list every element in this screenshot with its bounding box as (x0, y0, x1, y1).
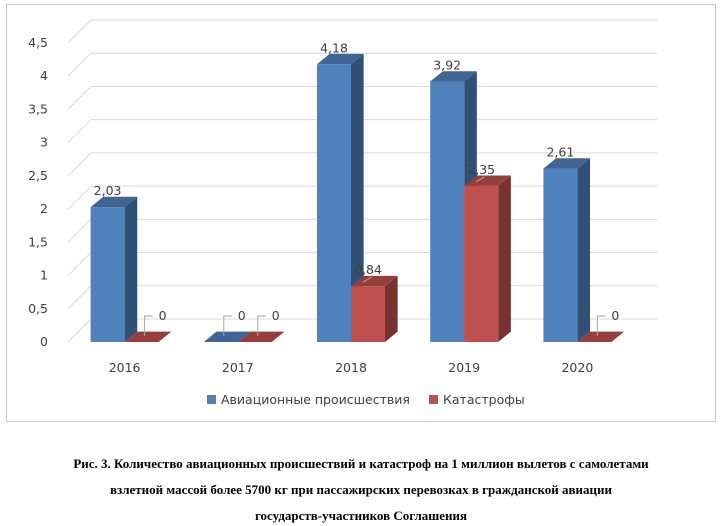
bar-top (543, 158, 591, 169)
data-label: 4,18 (320, 40, 348, 55)
y-tick-label: 4,5 (28, 35, 48, 50)
data-label-leader (223, 315, 232, 336)
y-tick-label: 1 (40, 268, 48, 283)
data-label-leader (144, 315, 153, 336)
bar (90, 207, 125, 342)
data-label: 2,03 (94, 183, 122, 198)
data-label-leader (475, 176, 485, 183)
y-tick-label: 1,5 (28, 234, 48, 249)
x-tick-label: 2016 (109, 360, 141, 375)
bar-top (237, 331, 285, 342)
y-tick-label: 2 (40, 201, 48, 216)
data-label: 0,84 (354, 262, 382, 277)
x-tick-label: 2017 (222, 360, 254, 375)
caption-line-3: государств-участников Соглашения (254, 508, 468, 523)
data-label-leader (596, 315, 606, 336)
x-tick-label: 2018 (335, 360, 367, 375)
y-tick-label: 4 (40, 68, 48, 83)
bar-chart: 0 0,5 1 1,5 2 2,5 3 3,5 4 4,5 2,03 0 2016 0 0 2017 4,18 0… (28, 19, 657, 407)
data-label: 0 (272, 308, 280, 323)
bar-top (317, 53, 364, 65)
x-tick-label: 2020 (561, 360, 593, 375)
data-label: 0 (159, 308, 167, 323)
gridline-depth (67, 119, 92, 144)
gridline-depth (67, 185, 92, 210)
data-label-leader (362, 276, 372, 283)
bar (543, 168, 578, 342)
caption-line-1: Рис. 3. Количество авиационных происшест… (73, 456, 649, 471)
data-label-leader (257, 315, 266, 336)
data-label: 0 (238, 308, 246, 323)
gridline-depth (67, 52, 92, 77)
gridline-depth (67, 152, 92, 177)
bar-side (498, 175, 511, 342)
bar-side (351, 53, 364, 342)
bar-side (385, 275, 398, 342)
gridline-depth (67, 218, 92, 243)
bar-top (90, 196, 138, 208)
legend-label: Катастрофы (443, 392, 525, 407)
x-tick-label: 2019 (448, 360, 480, 375)
bar-top (577, 331, 625, 342)
data-label: 2,61 (546, 145, 574, 160)
bar-top (203, 331, 251, 342)
bar (430, 81, 465, 342)
caption-line-2: взлетной массой более 5700 кг при пассаж… (109, 482, 613, 497)
legend-swatch (207, 395, 216, 404)
gridline-depth (67, 86, 92, 110)
bar-top (430, 71, 477, 82)
bar (351, 286, 385, 342)
y-tick-label: 0 (40, 334, 48, 349)
bar (317, 64, 351, 343)
bar (464, 185, 499, 342)
gridline-depth (67, 252, 92, 276)
y-tick-label: 2,5 (28, 168, 48, 183)
bar-top (464, 175, 511, 186)
gridline-depth (67, 19, 92, 44)
y-tick-label: 3 (40, 135, 48, 150)
data-label: 2,35 (467, 162, 495, 177)
bar-side (124, 196, 138, 342)
y-tick-label: 3,5 (28, 101, 48, 116)
chart-frame: 0 0,5 1 1,5 2 2,5 3 3,5 4 4,5 2,03 0 2016 0 0 2017 4,18 0… (6, 4, 716, 422)
bar-top (124, 331, 172, 342)
bar-side (577, 158, 591, 342)
data-label: 0 (611, 308, 619, 323)
bar-top (351, 275, 398, 287)
gridline-depth (67, 285, 92, 310)
data-label: 3,92 (433, 58, 461, 73)
legend-label: Авиационные происшествия (221, 392, 410, 407)
y-tick-label: 0,5 (28, 301, 48, 316)
legend-swatch (429, 395, 438, 404)
